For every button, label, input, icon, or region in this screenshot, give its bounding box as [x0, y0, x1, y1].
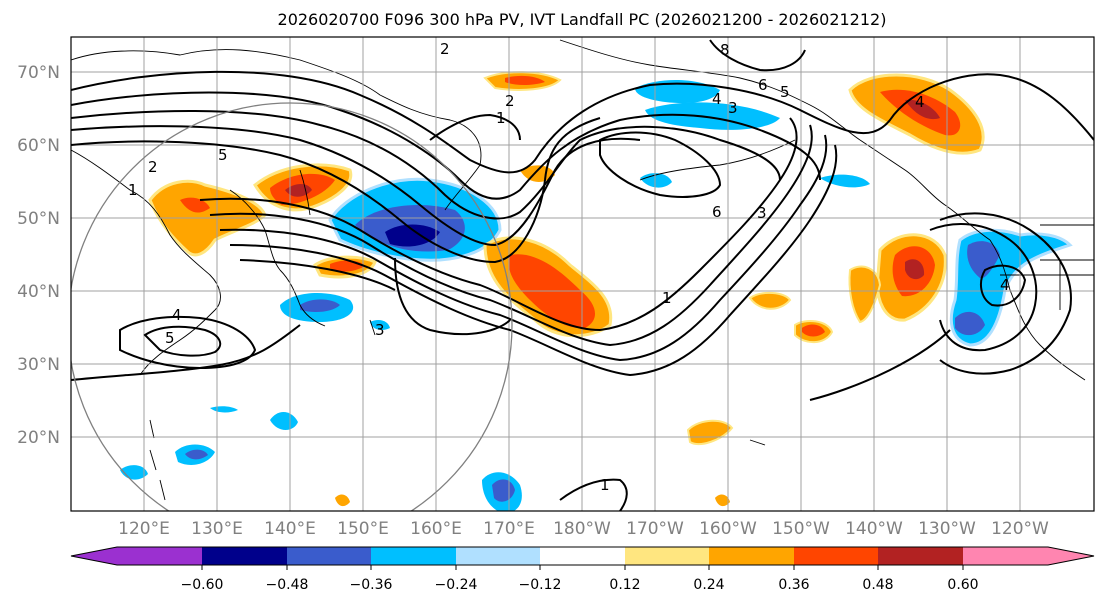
colorbar-segment	[963, 547, 1048, 565]
pv-fill-positive	[748, 292, 792, 310]
lon-label: 150°E	[337, 519, 389, 539]
colorbar-tick-label: −0.24	[435, 577, 478, 593]
contour-label: 8	[720, 41, 730, 59]
lat-label: 30°N	[17, 355, 60, 375]
colorbar-segment	[117, 547, 202, 565]
lon-label: 120°E	[118, 519, 170, 539]
lon-label: 130°W	[918, 519, 976, 539]
colorbar-segment	[709, 547, 794, 565]
pv-fill-negative	[300, 299, 340, 313]
pv-fill-positive	[905, 99, 940, 120]
pv-fill-negative	[185, 449, 208, 460]
pv-fill-positive	[686, 419, 734, 446]
lat-label: 50°N	[17, 209, 60, 229]
contour-label: 6	[758, 76, 768, 94]
contour-label: 3	[728, 99, 738, 117]
pv-fill-negative	[385, 224, 440, 247]
contour-label: 5	[218, 146, 228, 164]
contour-label: 2	[505, 92, 515, 110]
lon-label: 180°W	[553, 519, 611, 539]
pv-fill-positive	[802, 324, 825, 337]
lon-label: 150°W	[772, 519, 830, 539]
contour-label: 2	[440, 40, 450, 58]
pv-fill-positive	[180, 197, 210, 213]
colorbar: −0.60 −0.48 −0.36 −0.24 −0.12 0.12 0.24 …	[70, 546, 1095, 593]
lon-label: 170°W	[626, 519, 684, 539]
map-frame	[70, 36, 1095, 512]
colorbar-extend-min	[71, 547, 117, 565]
contour-label: 1	[600, 476, 610, 494]
colorbar-outline	[70, 546, 1095, 566]
colorbar-tick-label: 0.60	[947, 577, 978, 593]
colorbar-extend-max	[1048, 547, 1094, 565]
latitude-labels: 70°N 60°N 50°N 40°N 30°N 20°N	[17, 63, 60, 448]
contour-label: 1	[128, 181, 138, 199]
contour-label: 3	[375, 321, 385, 339]
pv-fill-positive	[335, 494, 350, 507]
colorbar-segment	[625, 547, 709, 565]
lat-label: 20°N	[17, 428, 60, 448]
contour-label: 4	[712, 90, 722, 108]
contour-label: 4	[1000, 276, 1010, 294]
lat-label: 60°N	[17, 136, 60, 156]
pv-fill-negative	[967, 241, 1000, 279]
figure-title: 2026020700 F096 300 hPa PV, IVT Landfall…	[278, 10, 887, 29]
colorbar-tick-label: 0.12	[609, 577, 640, 593]
contour-label: 2	[148, 158, 158, 176]
contour-label: 3	[757, 204, 767, 222]
lon-label: 160°E	[410, 519, 462, 539]
contour-label: 1	[496, 109, 506, 127]
lon-label: 170°E	[483, 519, 535, 539]
lat-label: 70°N	[17, 63, 60, 83]
colorbar-tick-label: 0.48	[862, 577, 893, 593]
colorbar-tick-label: −0.36	[350, 577, 393, 593]
contour-label: 6	[712, 203, 722, 221]
longitude-labels: 120°E 130°E 140°E 150°E 160°E 170°E 180°…	[118, 519, 1049, 539]
colorbar-segment	[540, 547, 625, 565]
contour-label: 4	[172, 306, 182, 324]
pv-fill-positive	[505, 75, 545, 85]
ivt-contours	[71, 39, 1094, 511]
lon-label: 160°W	[699, 519, 757, 539]
contour-label: 5	[780, 83, 790, 101]
colorbar-tick-label: 0.36	[778, 577, 809, 593]
lon-label: 140°W	[845, 519, 903, 539]
contour-label: 4	[915, 93, 925, 111]
pv-fill-negative	[640, 173, 672, 188]
pv-fill-negative	[955, 311, 985, 336]
pv-fill-positive	[848, 265, 882, 324]
lat-label: 40°N	[17, 282, 60, 302]
colorbar-segment	[878, 547, 963, 565]
contour-label: 1	[662, 289, 672, 307]
pv-fill-positive	[715, 494, 730, 507]
pv-fill-positive	[905, 259, 925, 280]
lon-label: 140°E	[264, 519, 316, 539]
lon-label: 130°E	[191, 519, 243, 539]
colorbar-segment	[202, 547, 287, 565]
map-content: 2 2 1 6 8 5 4 3 6 3 1 4 5 1 1 4 4 5 3 2	[71, 37, 1094, 511]
colorbar-segment	[456, 547, 540, 565]
lon-label: 120°W	[991, 519, 1049, 539]
pv-fill-negative	[645, 102, 780, 130]
pv-fill-negative	[635, 79, 720, 104]
colorbar-tick-label: 0.24	[693, 577, 724, 593]
colorbar-tick-label: −0.60	[181, 577, 224, 593]
landfall-radius-circle	[71, 102, 513, 511]
colorbar-segment	[794, 547, 878, 565]
contour-label: 5	[165, 329, 175, 347]
colorbar-segment	[287, 547, 371, 565]
graticule	[71, 37, 1094, 511]
contour-labels: 2 2 1 6 8 5 4 3 6 3 1 4 5 1 1 4 4 5 3 2	[128, 40, 1010, 494]
colorbar-segment	[371, 547, 456, 565]
colorbar-tick-label: −0.12	[519, 577, 562, 593]
pv-fill-negative	[270, 411, 298, 430]
colorbar-tick-label: −0.48	[266, 577, 309, 593]
pv-fill-negative	[370, 320, 390, 330]
